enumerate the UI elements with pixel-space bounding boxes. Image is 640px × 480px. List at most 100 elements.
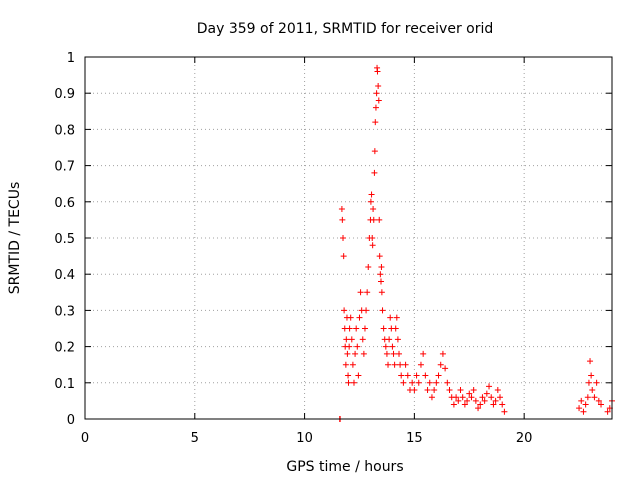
x-axis: 0 5 10 15 20 <box>81 57 533 446</box>
data-point <box>433 379 440 386</box>
x-tick-label: 20 <box>516 431 533 446</box>
data-point <box>588 372 595 379</box>
data-point <box>475 405 482 412</box>
data-point <box>497 394 504 401</box>
data-point <box>360 350 367 357</box>
data-point <box>490 401 497 408</box>
data-point <box>459 394 466 401</box>
data-point <box>584 394 591 401</box>
data-point <box>411 387 418 394</box>
data-point <box>363 307 370 314</box>
data-point <box>417 361 424 368</box>
data-point <box>393 314 400 321</box>
data-point <box>578 397 585 404</box>
data-point <box>346 325 353 332</box>
data-point <box>479 394 486 401</box>
data-point <box>387 314 394 321</box>
chart-title: Day 359 of 2011, SRMTID for receiver ori… <box>197 21 494 37</box>
data-point <box>488 394 495 401</box>
data-point <box>415 379 422 386</box>
data-point <box>483 390 490 397</box>
data-point <box>591 394 598 401</box>
data-point <box>413 372 420 379</box>
data-point <box>494 387 501 394</box>
data-point <box>455 397 462 404</box>
data-point <box>346 343 353 350</box>
y-tick-label: 0.5 <box>54 232 75 247</box>
data-point <box>371 148 378 155</box>
data-point <box>439 350 446 357</box>
data-point <box>349 361 356 368</box>
data-point <box>461 401 468 408</box>
data-point <box>446 387 453 394</box>
data-point <box>350 379 357 386</box>
x-tick-label: 0 <box>81 431 89 446</box>
y-tick-label: 0 <box>67 413 75 428</box>
data-point <box>392 325 399 332</box>
data-point <box>375 97 382 104</box>
data-point <box>468 394 475 401</box>
data-point <box>464 397 471 404</box>
data-point <box>380 325 387 332</box>
data-point <box>368 191 375 198</box>
data-point <box>593 379 600 386</box>
x-tick-label: 15 <box>406 431 423 446</box>
data-point <box>386 336 393 343</box>
x-tick-label: 5 <box>191 431 199 446</box>
data-point <box>356 314 363 321</box>
data-point <box>422 372 429 379</box>
data-point <box>348 336 355 343</box>
data-point <box>345 372 352 379</box>
data-point <box>340 235 347 241</box>
data-point <box>367 198 374 205</box>
data-point <box>437 361 444 368</box>
data-point <box>472 397 479 404</box>
data-point <box>428 394 435 401</box>
data-point <box>404 372 411 379</box>
data-point <box>340 253 347 260</box>
data-point <box>424 387 431 394</box>
data-point <box>595 397 602 404</box>
data-point <box>604 408 611 415</box>
y-tick-label: 0.8 <box>54 123 75 138</box>
data-point <box>426 379 433 386</box>
data-point <box>373 90 380 97</box>
data-point <box>420 350 427 357</box>
data-point <box>431 387 438 394</box>
data-point <box>576 405 583 412</box>
data-point <box>391 361 398 368</box>
data-point <box>376 216 383 223</box>
data-point <box>377 271 384 278</box>
data-point <box>453 394 460 401</box>
data-point <box>389 343 396 350</box>
y-tick-label: 0.2 <box>54 341 75 356</box>
data-point <box>378 289 385 296</box>
data-point <box>370 206 377 213</box>
data-markers <box>336 64 615 422</box>
data-point <box>338 206 345 213</box>
y-tick-label: 0.7 <box>54 160 75 175</box>
data-point <box>486 383 493 390</box>
data-point <box>361 325 368 332</box>
data-point <box>376 253 383 260</box>
data-point <box>397 361 404 368</box>
data-point <box>365 263 372 270</box>
data-point <box>477 401 484 408</box>
data-point <box>379 307 386 314</box>
y-tick-label: 0.3 <box>54 304 75 319</box>
y-tick-label: 0.4 <box>54 268 75 283</box>
x-tick-label: 10 <box>296 431 313 446</box>
data-point <box>352 350 359 357</box>
data-point <box>372 119 379 126</box>
data-point <box>369 235 376 241</box>
data-point <box>492 397 499 404</box>
data-point <box>355 372 362 379</box>
data-point <box>359 336 366 343</box>
data-point <box>435 372 442 379</box>
data-point <box>444 379 451 386</box>
data-point <box>344 350 351 357</box>
data-point <box>353 325 360 332</box>
data-point <box>347 314 354 321</box>
data-point <box>339 216 346 223</box>
